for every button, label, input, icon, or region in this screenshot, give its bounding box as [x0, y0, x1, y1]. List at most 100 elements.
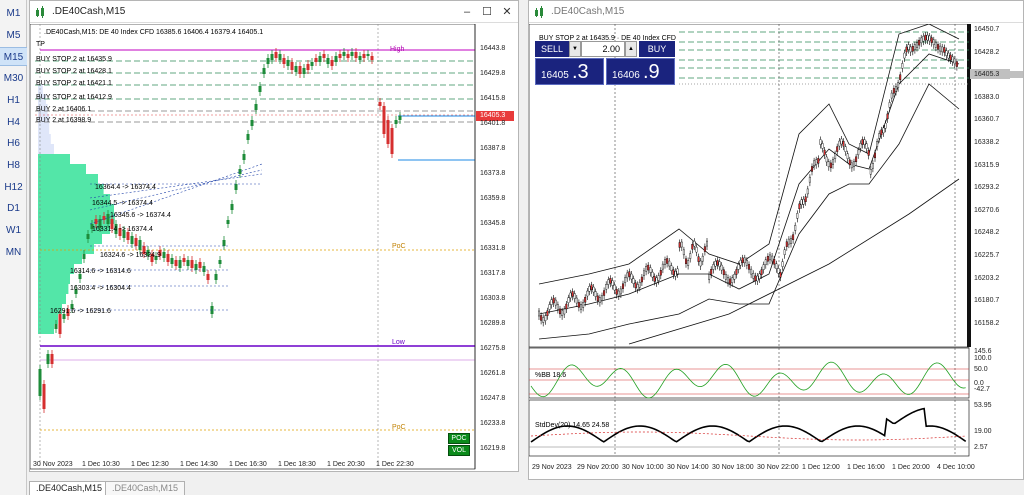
price-tick-label: 16405.3	[972, 71, 1023, 79]
candle-body	[913, 44, 916, 50]
candle-body	[66, 309, 70, 316]
candle-body	[918, 39, 921, 46]
volume-profile-bar	[38, 134, 51, 144]
candle-body	[760, 269, 763, 275]
candle-body	[672, 269, 675, 275]
candle-body	[226, 220, 230, 224]
order-label[interactable]: BUY STOP 2 at 16412.9	[36, 94, 112, 101]
candle-body	[920, 37, 923, 44]
left-titlebar[interactable]: .DE40Cash,M15 – ☐ ✕	[30, 1, 518, 23]
tf-button-m15[interactable]: M15	[0, 47, 27, 67]
order-label[interactable]: BUY 2 at 16398.9	[36, 117, 92, 124]
candle-body	[951, 56, 954, 63]
candle-body	[98, 219, 102, 228]
candle-body	[949, 54, 952, 61]
chart-shift-marker	[967, 24, 971, 347]
order-label[interactable]: BUY STOP 2 at 16421.1	[36, 80, 112, 87]
candle-body	[238, 169, 242, 174]
candle-body	[827, 161, 830, 167]
bb-tick-label: 100.0	[974, 355, 992, 362]
tab-chart-1[interactable]: .DE40Cash,M15	[29, 481, 110, 495]
tf-button-m30[interactable]: M30	[3, 73, 24, 85]
price-tick-label: 16219.8	[480, 445, 506, 452]
lot-up-button[interactable]: ▲	[625, 41, 637, 57]
indicator-line	[538, 83, 960, 340]
buy-button[interactable]: BUY	[639, 41, 675, 57]
tf-button-h8[interactable]: H8	[7, 159, 20, 171]
price-tick-label: 16450.7	[974, 26, 1000, 33]
candle-body	[806, 188, 809, 195]
time-tick-label: 4 Dec 10:00	[937, 464, 975, 471]
order-label[interactable]: BUY STOP 2 at 16435.9	[36, 56, 112, 63]
candle-body	[62, 314, 66, 319]
candle-body	[647, 264, 650, 271]
right-chart[interactable]: BUY STOP 2 at 16435.9 · DE 40 Index CFD …	[529, 24, 1024, 480]
lot-size-input[interactable]: 2.00	[581, 41, 625, 57]
candle-body	[537, 310, 540, 317]
left-chart[interactable]: .DE40Cash,M15: DE 40 Index CFD 16385.6 1…	[30, 24, 519, 472]
candle-body	[855, 156, 858, 163]
candle-body	[684, 258, 687, 264]
candle-body	[737, 264, 740, 270]
tf-button-h4[interactable]: H4	[7, 116, 20, 128]
candle-body	[941, 46, 944, 53]
sell-price-frac: .3	[572, 61, 589, 83]
left-chart-window: .DE40Cash,M15 – ☐ ✕ .DE40Cash,M15: DE 40…	[29, 0, 519, 472]
tf-button-h12[interactable]: H12	[4, 181, 23, 193]
right-chart-canvas[interactable]	[529, 24, 1024, 480]
vol-button[interactable]: VOL	[448, 445, 470, 456]
candle-body	[861, 139, 864, 145]
candle-body	[676, 268, 679, 275]
tf-button-d1[interactable]: D1	[7, 203, 20, 215]
tab-chart-2[interactable]: .DE40Cash,M15	[105, 481, 186, 495]
candle-body	[695, 246, 698, 253]
candle-body	[790, 238, 793, 244]
close-icon[interactable]: ✕	[502, 6, 512, 18]
candle-body	[266, 58, 270, 64]
order-label[interactable]: BUY 2 at 16406.1	[36, 106, 92, 113]
candle-body	[741, 257, 744, 264]
tf-button-h1[interactable]: H1	[7, 94, 20, 106]
tf-button-mn[interactable]: MN	[5, 246, 22, 258]
buy-price[interactable]: 16406 .9	[606, 58, 675, 85]
sell-button[interactable]: SELL	[535, 41, 569, 57]
maximize-icon[interactable]: ☐	[482, 6, 492, 18]
sell-price[interactable]: 16405 .3	[535, 58, 604, 85]
time-tick-label: 1 Dec 20:30	[327, 461, 365, 468]
candle-body	[691, 244, 694, 250]
volume-profile-bar	[38, 314, 58, 324]
candle-body	[882, 127, 885, 134]
candle-body	[178, 260, 182, 268]
candle-body	[609, 278, 612, 284]
candle-body	[729, 278, 732, 285]
right-titlebar[interactable]: .DE40Cash,M15	[529, 1, 1023, 23]
candle-body	[548, 304, 551, 310]
candle-body	[798, 203, 801, 210]
chart-icon	[535, 6, 543, 18]
lot-down-button[interactable]: ▼	[569, 41, 581, 57]
annotation-label: 16291.6 -> 16291.6	[50, 308, 111, 315]
poc-button[interactable]: POC	[448, 433, 470, 444]
candle-body	[832, 159, 835, 165]
tf-button-m5[interactable]: M5	[6, 29, 21, 41]
price-tick-label: 16289.8	[480, 320, 506, 327]
annotation-ray	[89, 169, 263, 211]
order-label[interactable]: BUY STOP 2 at 16428.1	[36, 68, 112, 75]
tf-button-w1[interactable]: W1	[6, 225, 21, 236]
candle-body	[254, 104, 258, 110]
stddev-label: StdDev(20) 14.65 24.58	[535, 422, 610, 429]
candle-body	[94, 219, 98, 224]
tf-button-m1[interactable]: M1	[6, 8, 21, 19]
chart-icon	[36, 6, 44, 18]
volume-profile-bar	[38, 324, 54, 334]
price-tick-label: 16331.8	[480, 245, 506, 252]
candle-body	[338, 54, 342, 58]
minimize-icon[interactable]: –	[463, 6, 471, 18]
candle-body	[792, 234, 795, 240]
candle-body	[366, 54, 370, 56]
candle-body	[386, 120, 390, 144]
price-tick-label: 16401.8	[480, 120, 506, 127]
tf-button-h6[interactable]: H6	[7, 138, 20, 150]
time-tick-label: 30 Nov 10:00	[622, 464, 664, 471]
left-chart-canvas[interactable]	[30, 24, 519, 472]
